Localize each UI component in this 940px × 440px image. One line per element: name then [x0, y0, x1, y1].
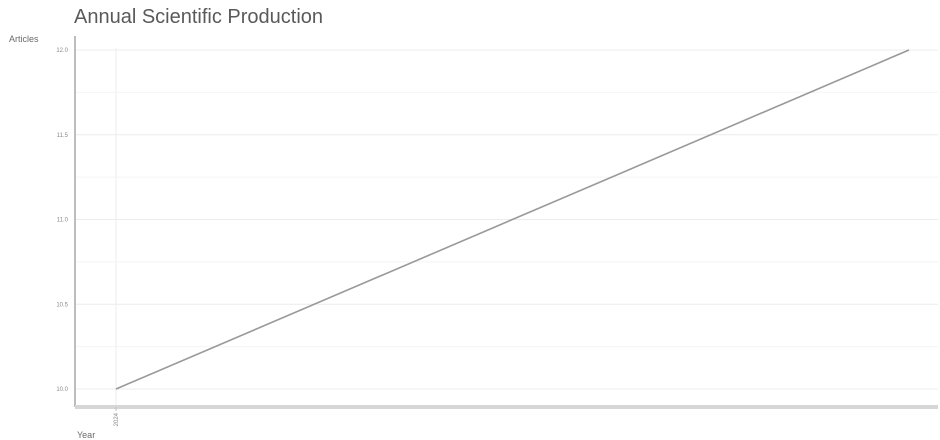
y-tick-label: 11.5: [57, 133, 69, 139]
chart-title: Annual Scientific Production: [74, 6, 324, 28]
x-ticks: 2024: [114, 407, 120, 426]
y-tick-label: 10.5: [56, 302, 68, 308]
series-group: [115, 49, 910, 390]
series-line: [115, 49, 910, 390]
y-tick-label: 12.0: [56, 48, 68, 54]
y-tick-label: 11.0: [57, 218, 69, 224]
y-axis-label: Articles: [9, 34, 39, 44]
x-tick-label: 2024: [114, 412, 120, 426]
grid-minor: [75, 91, 938, 348]
x-axis-label: Year: [77, 430, 96, 440]
axes: [74, 36, 938, 409]
grid-major: [75, 48, 938, 407]
y-tick-label: 10.0: [56, 387, 68, 393]
y-ticks: 10.0 10.5 11.0 11.5 12.0: [56, 48, 68, 393]
